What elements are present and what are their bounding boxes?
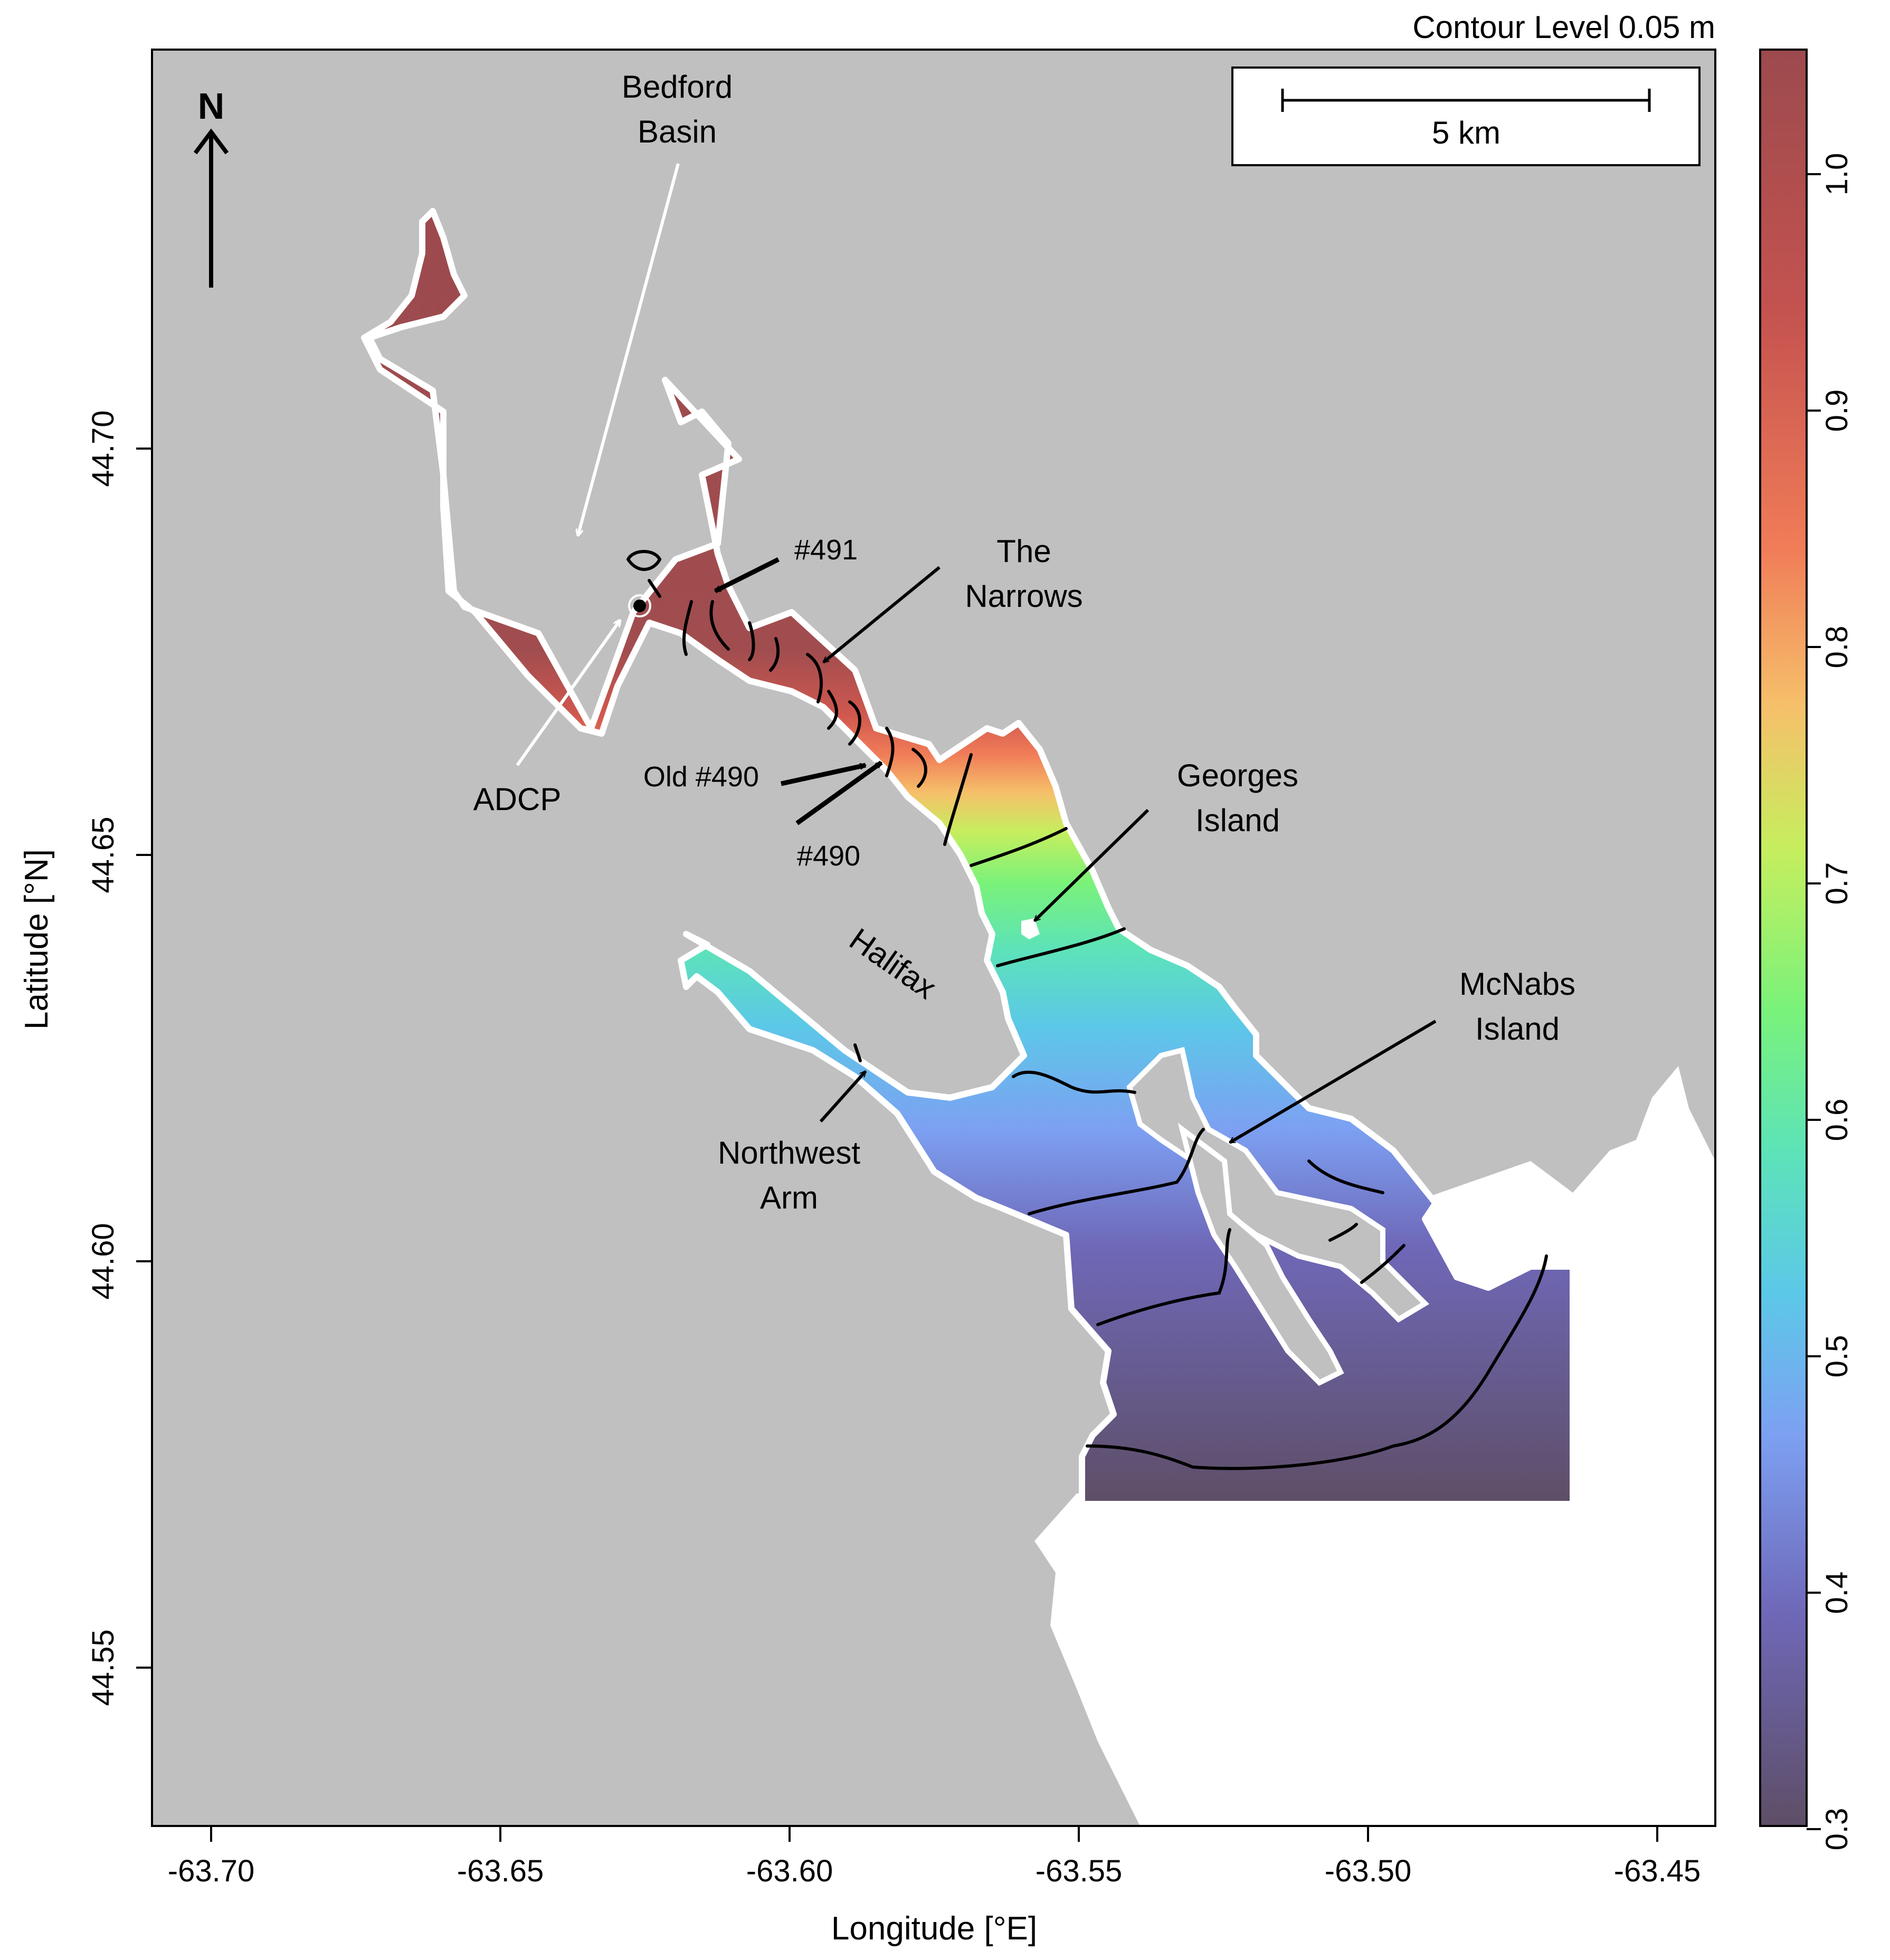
old-490-arrow — [781, 765, 866, 786]
colorbar-scale — [1759, 49, 1808, 1827]
contour-lines — [626, 550, 1548, 1470]
x-tick-label: -63.65 — [457, 1854, 544, 1888]
colorbar-tick-label: 1.0 — [1820, 153, 1854, 196]
old-490-label: Old #490 — [643, 761, 759, 793]
y-tick-label: 44.60 — [86, 1223, 120, 1299]
y-tick-label: 44.55 — [86, 1629, 120, 1706]
contour-level-label: Contour Level 0.05 m — [1412, 9, 1715, 45]
y-tick-label: 44.65 — [86, 816, 120, 893]
x-tick-label: -63.60 — [746, 1854, 833, 1888]
colorbar-ticks: 1.0 0.9 0.8 0.7 0.6 0.5 0.4 0.3 — [1807, 153, 1854, 1851]
annotation-arrows — [516, 163, 1437, 1144]
scale-bar-label: 5 km — [1432, 115, 1500, 150]
x-axis: -63.70 -63.65 -63.60 -63.55 -63.50 -63.45 — [168, 1825, 1701, 1888]
adcp-arrow — [516, 620, 620, 766]
lawlor-island-land — [1177, 1122, 1344, 1386]
y-tick-label: 44.70 — [86, 410, 120, 487]
station-490-arrow — [795, 760, 883, 825]
x-tick-label: -63.55 — [1036, 1854, 1122, 1888]
x-tick-label: -63.45 — [1614, 1854, 1701, 1888]
station-491-label: #491 — [794, 534, 858, 566]
adcp-marker — [633, 600, 646, 612]
colorbar-tick-label: 0.8 — [1820, 626, 1854, 669]
colorbar-tick-label: 0.3 — [1820, 1808, 1854, 1851]
colorbar-tick-label: 0.6 — [1820, 1099, 1854, 1141]
northwest-arm-label: Northwest Arm — [718, 1135, 860, 1215]
the-narrows-label: The Narrows — [965, 534, 1082, 614]
georges-island-arrow — [1034, 808, 1150, 921]
north-label: N — [198, 85, 225, 127]
georges-island-land — [1021, 918, 1040, 939]
adcp-label: ADCP — [473, 782, 562, 817]
colorbar-tick-label: 0.9 — [1820, 389, 1854, 432]
colorbar-tick-label: 0.4 — [1820, 1572, 1854, 1614]
mcnabs-island-arrow — [1230, 1020, 1437, 1144]
y-axis-label: Latitude [°N] — [18, 849, 55, 1030]
georges-island-label: Georges Island — [1177, 758, 1298, 838]
colorbar-tick-label: 0.7 — [1820, 862, 1854, 905]
bedford-basin-arrow — [578, 163, 680, 536]
narrows-arrow — [823, 566, 941, 664]
x-axis-label: Longitude [°E] — [831, 1910, 1037, 1947]
colorbar-tick-label: 0.5 — [1820, 1335, 1854, 1378]
colorbar: 1.0 0.9 0.8 0.7 0.6 0.5 0.4 0.3 — [1759, 49, 1854, 1851]
mcnabs-island-label: McNabs Island — [1459, 966, 1575, 1046]
x-tick-label: -63.70 — [168, 1854, 254, 1888]
y-axis: 44.70 44.65 44.60 44.55 — [86, 410, 152, 1706]
north-arrow: N — [193, 85, 229, 288]
scale-bar: 5 km — [1231, 66, 1701, 166]
bedford-basin-label: Bedford Basin — [622, 69, 733, 149]
northwest-arm-arrow — [819, 1071, 867, 1123]
x-tick-label: -63.50 — [1325, 1854, 1411, 1888]
station-490-label: #490 — [797, 840, 860, 872]
adcp-marker-ring — [628, 594, 651, 617]
station-491-arrow — [715, 557, 780, 594]
